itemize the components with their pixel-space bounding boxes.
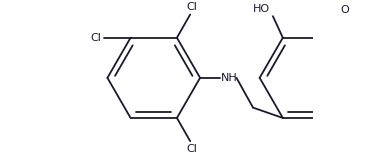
Text: O: O	[341, 5, 349, 15]
Text: Cl: Cl	[91, 33, 102, 43]
Text: HO: HO	[253, 4, 270, 14]
Text: NH: NH	[221, 73, 238, 83]
Text: Cl: Cl	[186, 2, 197, 12]
Text: Cl: Cl	[186, 144, 197, 154]
